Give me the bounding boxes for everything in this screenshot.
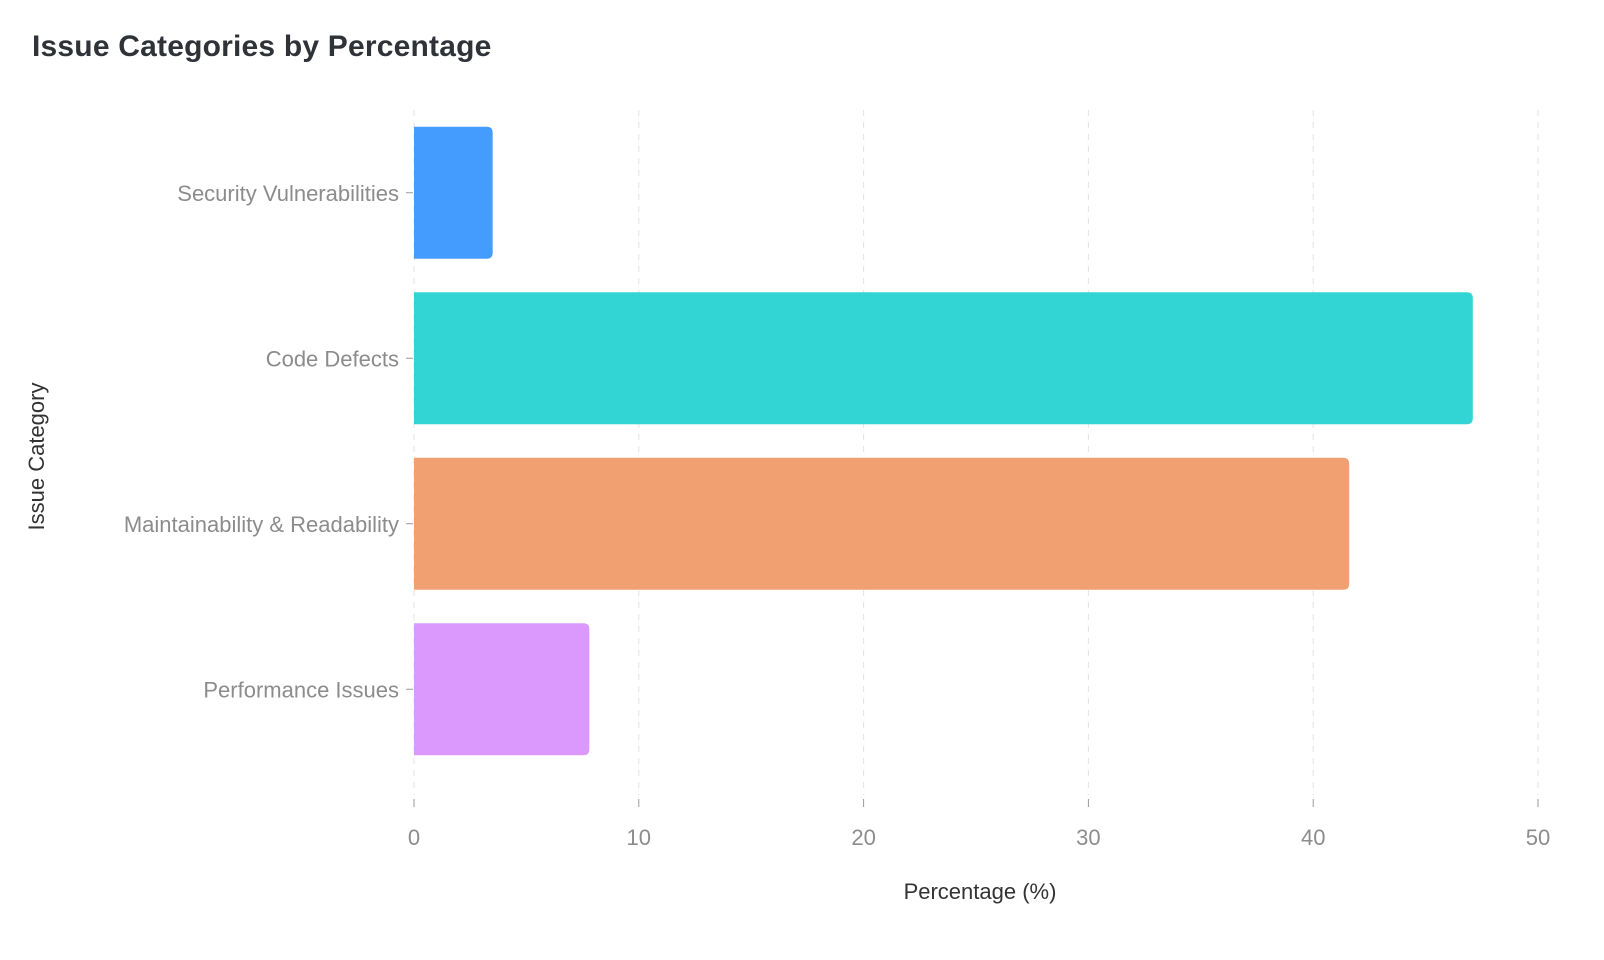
bars [414, 126, 1473, 756]
x-tick-label: 20 [851, 825, 875, 850]
y-tick-label: Code Defects [266, 346, 399, 371]
chart-title: Issue Categories by Percentage [32, 30, 492, 63]
x-tick-label: 30 [1076, 825, 1100, 850]
y-tick-label: Performance Issues [203, 677, 399, 702]
x-tick-label: 10 [627, 825, 651, 850]
y-axis-ticks: Security Vulnerabilities Code Defects Main… [124, 181, 413, 702]
bar [414, 126, 493, 259]
x-tick-label: 40 [1301, 825, 1325, 850]
x-tick-label: 50 [1526, 825, 1550, 850]
y-axis-title: Issue Category [24, 383, 49, 531]
x-axis-title: Percentage (%) [904, 879, 1057, 904]
bar [414, 457, 1350, 590]
bar [414, 292, 1473, 425]
x-axis-ticks: 0 10 20 30 40 50 [408, 799, 1550, 850]
x-tick-label: 0 [408, 825, 420, 850]
y-tick-label: Security Vulnerabilities [177, 181, 399, 206]
bar [414, 623, 590, 756]
y-tick-label: Maintainability & Readability [124, 512, 399, 537]
